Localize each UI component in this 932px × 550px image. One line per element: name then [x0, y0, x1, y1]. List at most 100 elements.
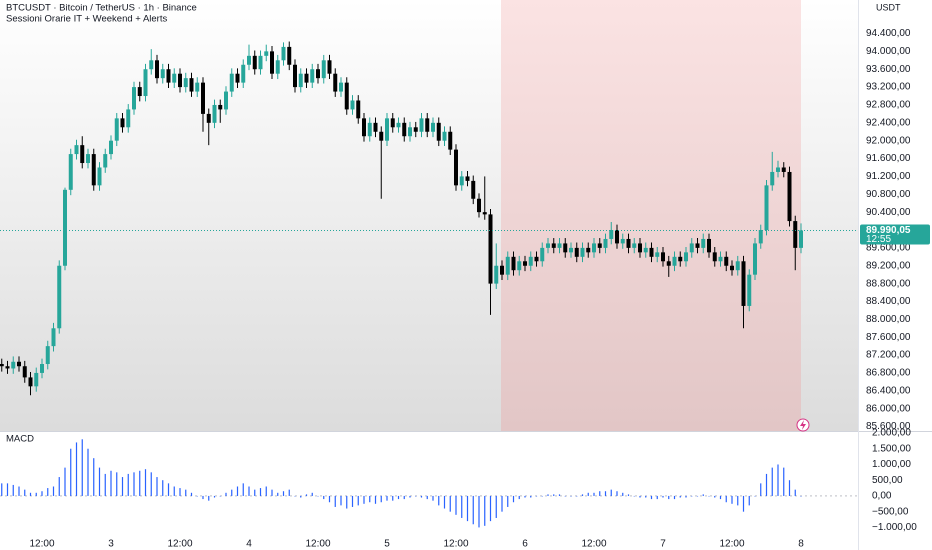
y-tick-label: 1.000,00	[872, 459, 911, 470]
candle-body	[68, 154, 73, 190]
macd-bar	[64, 467, 66, 496]
macd-bar	[162, 480, 164, 496]
macd-bar	[777, 464, 779, 496]
y-tick-label: 500,00	[872, 475, 903, 486]
macd-bar	[489, 495, 492, 522]
macd-bar	[52, 486, 55, 496]
x-tick-label: 12:00	[305, 539, 330, 550]
macd-bar	[116, 472, 118, 496]
candle-body	[500, 265, 504, 275]
macd-bar	[150, 472, 152, 496]
macd-bar	[213, 495, 216, 498]
y-tick-label: −1.000,00	[872, 522, 917, 533]
candle-body	[724, 256, 729, 266]
macd-bar	[438, 495, 440, 506]
macd-bar	[604, 491, 607, 496]
candle-body	[80, 145, 85, 164]
macd-bar	[29, 492, 32, 496]
y-tick-label: 88.800,00	[866, 278, 911, 289]
x-tick-label: 4	[246, 539, 252, 550]
candle-body	[40, 364, 44, 373]
macd-bar	[570, 495, 572, 497]
candle-body	[540, 247, 545, 262]
candle-body	[793, 221, 798, 248]
macd-bar	[512, 495, 515, 503]
macd-bar	[409, 495, 411, 498]
macd-bar	[236, 486, 239, 496]
macd-bar	[271, 489, 273, 496]
y-tick-label: 93.600,00	[866, 64, 911, 75]
y-tick-label: 86.000,00	[866, 403, 911, 414]
candle-body	[304, 73, 309, 83]
macd-bar	[472, 495, 474, 525]
candle-body	[471, 180, 476, 199]
macd-bar	[725, 495, 727, 503]
macd-bar	[357, 495, 359, 506]
candle-body	[609, 230, 614, 239]
macd-bar	[633, 495, 635, 497]
macd-bar	[501, 495, 503, 512]
macd-bar	[392, 495, 394, 501]
y-tick-label: 92.800,00	[866, 100, 911, 111]
macd-bar	[645, 495, 647, 498]
candle-body	[465, 176, 470, 181]
candle-body	[298, 73, 303, 88]
macd-bar	[87, 448, 89, 496]
candle-body	[730, 265, 734, 271]
last-price-box	[860, 224, 930, 245]
candle-body	[344, 82, 349, 110]
macd-bar	[386, 495, 388, 501]
candle-body	[666, 261, 671, 266]
x-tick-label: 7	[660, 539, 666, 550]
macd-bar	[179, 488, 181, 496]
candle-body	[459, 176, 464, 186]
macd-bar	[564, 495, 566, 497]
macd-pane	[0, 432, 858, 540]
candle-body	[178, 73, 182, 88]
y-tick-label: 88.000,00	[866, 314, 911, 325]
candle-body	[45, 346, 50, 365]
macd-bar	[1, 483, 3, 496]
macd-bar	[98, 467, 101, 496]
macd-bar	[466, 495, 469, 522]
macd-bar	[173, 486, 175, 496]
candle-body	[264, 51, 269, 56]
macd-bar	[449, 495, 451, 512]
macd-bar	[190, 492, 193, 496]
y-tick-label: 91.600,00	[866, 153, 911, 164]
candle-body	[235, 73, 240, 83]
candle-body	[229, 73, 234, 92]
macd-bar	[265, 486, 267, 496]
macd-bar	[656, 495, 658, 500]
candle-body	[195, 82, 200, 92]
macd-bar	[737, 495, 739, 506]
candle-body	[166, 69, 171, 83]
candle-body	[448, 131, 453, 150]
macd-bar	[12, 484, 14, 496]
macd-bar	[317, 495, 319, 497]
y-tick-label: 87.200,00	[866, 350, 911, 361]
y-tick-label: 86.800,00	[866, 368, 911, 379]
candle-body	[183, 78, 188, 88]
macd-bar	[765, 473, 768, 496]
macd-bar	[374, 495, 377, 504]
macd-bar	[530, 495, 532, 498]
macd-bar	[225, 492, 227, 496]
candle-body	[632, 243, 637, 248]
candle-body	[557, 243, 562, 248]
y-tick-label: 1.500,00	[872, 443, 911, 454]
macd-bar	[662, 495, 664, 498]
macd-bar	[18, 486, 20, 496]
candle-body	[362, 118, 366, 137]
macd-bar	[576, 495, 578, 497]
macd-bar	[369, 495, 371, 503]
chart-title: BTCUSDT · Bitcoin / TetherUS · 1h · Bina…	[6, 3, 197, 14]
y-tick-label: 90.400,00	[866, 207, 911, 218]
candle-body	[672, 256, 677, 266]
candle-body	[741, 261, 746, 306]
macd-bar	[639, 495, 641, 498]
candle-body	[551, 243, 556, 248]
candle-body	[488, 214, 493, 284]
x-tick-label: 12:00	[443, 539, 468, 550]
macd-bar	[748, 495, 750, 506]
